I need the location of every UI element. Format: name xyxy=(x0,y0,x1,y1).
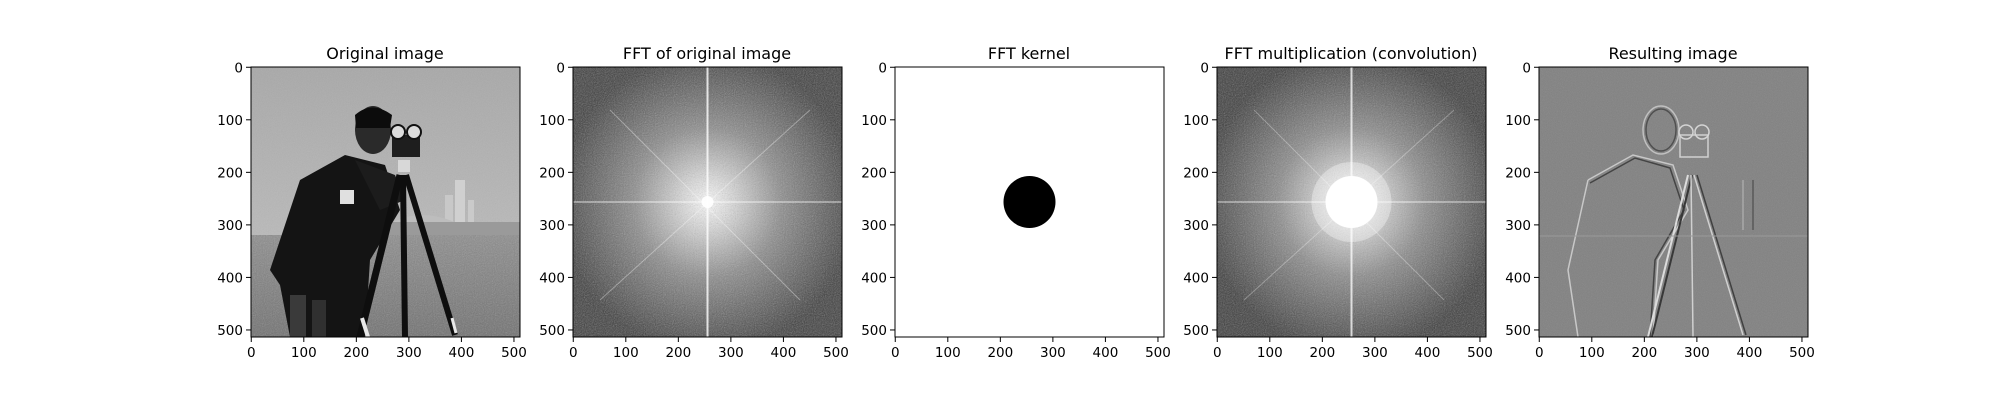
x-tick-label: 100 xyxy=(613,345,639,361)
y-tick-label: 500 xyxy=(217,323,243,339)
y-tick-label: 0 xyxy=(234,60,243,76)
image-area xyxy=(251,67,520,337)
y-tick-label: 400 xyxy=(861,270,887,286)
x-tick-label: 300 xyxy=(718,345,744,361)
x-tick-label: 200 xyxy=(987,345,1013,361)
y-tick-label: 300 xyxy=(539,218,565,234)
y-tick-label: 300 xyxy=(861,218,887,234)
y-tick-label: 200 xyxy=(217,165,243,181)
y-tick-label: 0 xyxy=(1522,60,1531,76)
panel-title: Resulting image xyxy=(1608,44,1737,63)
panel-original: Original image xyxy=(251,44,520,337)
panel-title: FFT of original image xyxy=(623,44,791,63)
panel-fft: FFT of original image xyxy=(573,44,842,337)
x-tick-label: 400 xyxy=(771,345,797,361)
x-tick-label: 400 xyxy=(1415,345,1441,361)
x-tick-label: 500 xyxy=(1789,345,1815,361)
x-tick-label: 400 xyxy=(1093,345,1119,361)
image-area xyxy=(573,67,842,337)
y-tick-label: 500 xyxy=(1183,323,1209,339)
x-tick-label: 200 xyxy=(343,345,369,361)
y-tick-label: 300 xyxy=(1505,218,1531,234)
hand xyxy=(340,190,354,204)
panel-title: FFT kernel xyxy=(988,44,1070,63)
y-tick-label: 400 xyxy=(539,270,565,286)
y-tick-label: 0 xyxy=(556,60,565,76)
x-tick-label: 300 xyxy=(1362,345,1388,361)
x-tick-label: 200 xyxy=(665,345,691,361)
y-tick-label: 200 xyxy=(1505,165,1531,181)
x-tick-label: 0 xyxy=(247,345,256,361)
y-tick-label: 400 xyxy=(1505,270,1531,286)
y-tick-label: 100 xyxy=(217,113,243,129)
x-tick-label: 100 xyxy=(1257,345,1283,361)
y-tick-label: 100 xyxy=(861,113,887,129)
panel-result: Resulting image xyxy=(1539,44,1808,337)
x-tick-label: 400 xyxy=(1737,345,1763,361)
y-tick-label: 100 xyxy=(1183,113,1209,129)
x-tick-label: 300 xyxy=(1040,345,1066,361)
y-tick-label: 200 xyxy=(1183,165,1209,181)
y-tick-label: 0 xyxy=(1200,60,1209,76)
y-tick-label: 0 xyxy=(878,60,887,76)
y-tick-label: 200 xyxy=(861,165,887,181)
image-area xyxy=(1217,67,1486,337)
y-tick-label: 500 xyxy=(1505,323,1531,339)
x-tick-label: 100 xyxy=(1579,345,1605,361)
y-tick-label: 400 xyxy=(1183,270,1209,286)
kernel-disk xyxy=(1004,176,1056,228)
y-tick-label: 300 xyxy=(1183,218,1209,234)
x-tick-label: 0 xyxy=(1535,345,1544,361)
image-area xyxy=(895,67,1164,337)
panel-title: FFT multiplication (convolution) xyxy=(1225,44,1478,63)
x-tick-label: 500 xyxy=(501,345,527,361)
x-tick-label: 300 xyxy=(1684,345,1710,361)
x-tick-label: 400 xyxy=(449,345,475,361)
x-tick-label: 0 xyxy=(569,345,578,361)
y-tick-label: 300 xyxy=(217,218,243,234)
x-tick-label: 0 xyxy=(891,345,900,361)
y-tick-label: 500 xyxy=(861,323,887,339)
panel-title: Original image xyxy=(326,44,444,63)
x-tick-label: 0 xyxy=(1213,345,1222,361)
x-tick-label: 200 xyxy=(1309,345,1335,361)
panel-multiplication: FFT multiplication (convolution) xyxy=(1217,44,1486,337)
y-tick-label: 100 xyxy=(1505,113,1531,129)
y-tick-label: 400 xyxy=(217,270,243,286)
dc-peak xyxy=(702,196,714,208)
x-tick-label: 200 xyxy=(1631,345,1657,361)
y-tick-label: 100 xyxy=(539,113,565,129)
x-tick-label: 500 xyxy=(1145,345,1171,361)
panel-kernel: FFT kernel xyxy=(895,44,1164,337)
removed-low-frequency-disk xyxy=(1326,176,1378,228)
x-tick-label: 300 xyxy=(396,345,422,361)
x-tick-label: 500 xyxy=(1467,345,1493,361)
x-tick-label: 500 xyxy=(823,345,849,361)
y-tick-label: 200 xyxy=(539,165,565,181)
x-tick-label: 100 xyxy=(291,345,317,361)
image-area xyxy=(1539,67,1808,337)
y-tick-label: 500 xyxy=(539,323,565,339)
x-tick-label: 100 xyxy=(935,345,961,361)
